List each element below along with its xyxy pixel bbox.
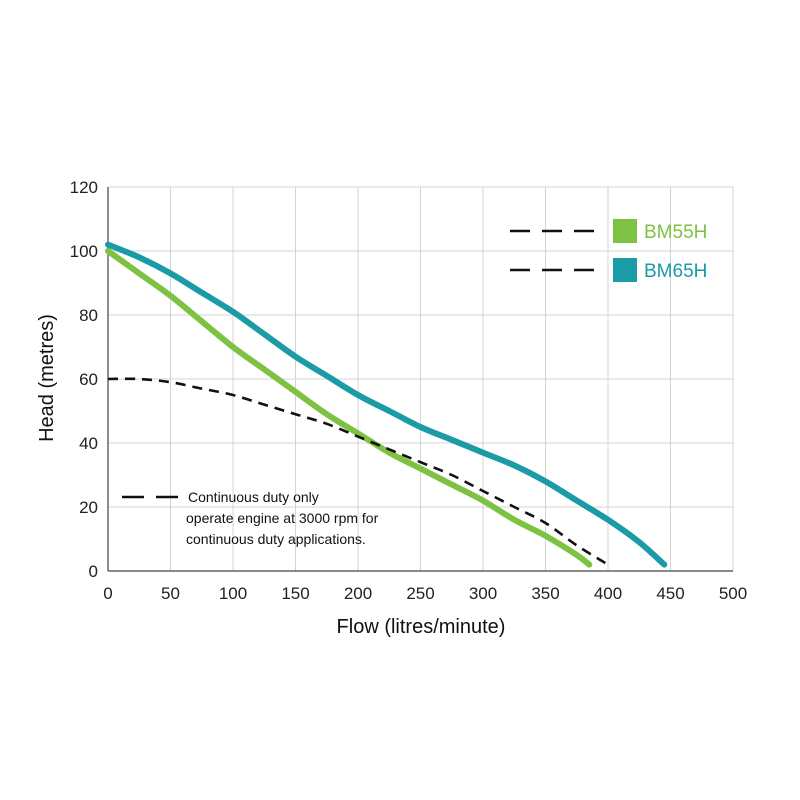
y-tick-label: 100: [70, 242, 98, 261]
bm55h-curve: [105, 248, 593, 568]
y-axis-title: Head (metres): [36, 314, 58, 442]
annotation-line: Continuous duty only: [188, 489, 319, 505]
x-tick-label: 0: [103, 584, 112, 603]
y-tick-label: 80: [79, 306, 98, 325]
x-tick-label: 350: [531, 584, 559, 603]
x-tick-label: 250: [406, 584, 434, 603]
x-tick-label: 400: [594, 584, 622, 603]
duty-annotation: Continuous duty only operate engine at 30…: [122, 489, 379, 547]
x-axis-ticks: 0 50 100 150 200 250 300 350 400 450 500: [103, 584, 747, 603]
y-tick-label: 60: [79, 370, 98, 389]
y-tick-label: 20: [79, 498, 98, 517]
x-tick-label: 100: [219, 584, 247, 603]
y-tick-label: 120: [70, 178, 98, 197]
x-tick-label: 300: [469, 584, 497, 603]
bm65h-legend-swatch: [613, 258, 637, 282]
y-axis-ticks: 0 20 40 60 80 100 120: [70, 178, 98, 581]
x-tick-label: 450: [656, 584, 684, 603]
bm65h-legend-label: BM65H: [644, 261, 707, 282]
y-tick-label: 0: [89, 562, 98, 581]
x-axis-title: Flow (litres/minute): [337, 616, 506, 638]
continuous-duty-curve: [107, 377, 609, 566]
y-tick-label: 40: [79, 434, 98, 453]
bm55h-legend-swatch: [613, 219, 637, 243]
legend: BM55H BM65H: [510, 219, 707, 282]
bm55h-legend-label: BM55H: [644, 222, 707, 243]
x-tick-label: 500: [719, 584, 747, 603]
bm65h-curve: [105, 241, 668, 568]
x-tick-label: 150: [281, 584, 309, 603]
x-tick-label: 200: [344, 584, 372, 603]
annotation-line: continuous duty applications.: [186, 531, 366, 547]
annotation-line: operate engine at 3000 rpm for: [186, 510, 379, 526]
series-layer: [105, 241, 668, 568]
x-tick-label: 50: [161, 584, 180, 603]
